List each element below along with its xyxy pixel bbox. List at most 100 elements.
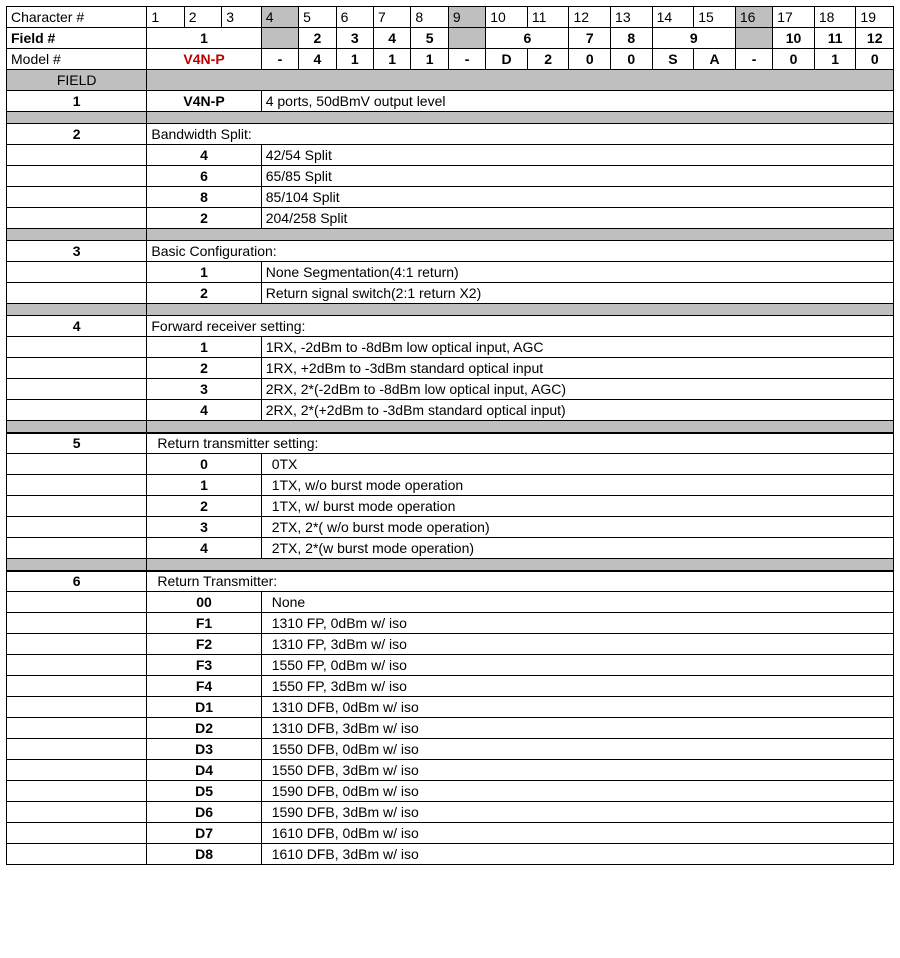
row-desc: 1550 DFB, 3dBm w/ iso	[261, 760, 893, 781]
row-code: 1	[147, 337, 261, 358]
section-code-1: V4N-P	[147, 91, 261, 112]
field-12: 12	[856, 28, 894, 49]
char-13: 13	[611, 7, 653, 28]
char-14: 14	[652, 7, 694, 28]
row-desc: Return signal switch(2:1 return X2)	[261, 283, 893, 304]
row-desc: 2RX, 2*(+2dBm to -3dBm standard optical …	[261, 400, 893, 421]
section-num-6: 6	[7, 571, 147, 592]
row-code: F1	[147, 613, 261, 634]
section-num-3: 3	[7, 241, 147, 262]
row-desc: 65/85 Split	[261, 166, 893, 187]
row-code: D2	[147, 718, 261, 739]
row-desc: 0TX	[261, 454, 893, 475]
row-desc: 1550 FP, 3dBm w/ iso	[261, 676, 893, 697]
section-title-3: Basic Configuration:	[147, 241, 894, 262]
char-9: 9	[448, 7, 485, 28]
char-7: 7	[373, 7, 410, 28]
field-2: 2	[299, 28, 336, 49]
char-6: 6	[336, 7, 373, 28]
char-3: 3	[222, 7, 262, 28]
section-title-2: Bandwidth Split:	[147, 124, 894, 145]
row-code: F2	[147, 634, 261, 655]
field-7: 7	[569, 28, 611, 49]
row-desc: 1RX, -2dBm to -8dBm low optical input, A…	[261, 337, 893, 358]
section-num-2: 2	[7, 124, 147, 145]
row-code: 8	[147, 187, 261, 208]
char-12: 12	[569, 7, 611, 28]
row-code: F4	[147, 676, 261, 697]
row-desc: 1310 DFB, 0dBm w/ iso	[261, 697, 893, 718]
row-code: 2	[147, 283, 261, 304]
char-19: 19	[856, 7, 894, 28]
row-code: D7	[147, 823, 261, 844]
row-desc: 85/104 Split	[261, 187, 893, 208]
row-desc: 2RX, 2*(-2dBm to -8dBm low optical input…	[261, 379, 893, 400]
char-5: 5	[299, 7, 336, 28]
section-num-4: 4	[7, 316, 147, 337]
label-field: FIELD	[7, 70, 147, 91]
row-code: D8	[147, 844, 261, 865]
row-code: 00	[147, 592, 261, 613]
field-10: 10	[773, 28, 815, 49]
row-code: D4	[147, 760, 261, 781]
row-desc: None Segmentation(4:1 return)	[261, 262, 893, 283]
row-desc: 1610 DFB, 3dBm w/ iso	[261, 844, 893, 865]
row-code: 2	[147, 208, 261, 229]
char-2: 2	[184, 7, 221, 28]
row-desc: 2TX, 2*( w/o burst mode operation)	[261, 517, 893, 538]
row-desc: 42/54 Split	[261, 145, 893, 166]
char-8: 8	[411, 7, 448, 28]
row-code: 2	[147, 496, 261, 517]
row-code: D1	[147, 697, 261, 718]
row-desc: 1310 FP, 0dBm w/ iso	[261, 613, 893, 634]
field-6: 6	[486, 28, 569, 49]
row-code: 2	[147, 358, 261, 379]
row-desc: 1610 DFB, 0dBm w/ iso	[261, 823, 893, 844]
row-code: 4	[147, 538, 261, 559]
label-model-num: Model #	[7, 49, 147, 70]
field-4: 4	[373, 28, 410, 49]
row-desc: 1590 DFB, 0dBm w/ iso	[261, 781, 893, 802]
row-desc: 1590 DFB, 3dBm w/ iso	[261, 802, 893, 823]
section-desc-1: 4 ports, 50dBmV output level	[261, 91, 893, 112]
char-17: 17	[773, 7, 815, 28]
field-1: 1	[147, 28, 261, 49]
label-field-num: Field #	[7, 28, 147, 49]
row-desc: 1310 FP, 3dBm w/ iso	[261, 634, 893, 655]
char-18: 18	[814, 7, 856, 28]
row-code: 3	[147, 517, 261, 538]
row-desc: 204/258 Split	[261, 208, 893, 229]
row-code: 6	[147, 166, 261, 187]
row-code: D6	[147, 802, 261, 823]
row-code: 1	[147, 475, 261, 496]
char-1: 1	[147, 7, 184, 28]
field-5: 5	[411, 28, 448, 49]
row-desc: 2TX, 2*(w burst mode operation)	[261, 538, 893, 559]
char-4: 4	[261, 7, 298, 28]
field-3: 3	[336, 28, 373, 49]
label-character-num: Character #	[7, 7, 147, 28]
section-num-5: 5	[7, 433, 147, 454]
field-9: 9	[652, 28, 735, 49]
field-11: 11	[814, 28, 856, 49]
row-desc: 1550 FP, 0dBm w/ iso	[261, 655, 893, 676]
char-11: 11	[527, 7, 569, 28]
char-16: 16	[735, 7, 772, 28]
row-code: 4	[147, 145, 261, 166]
row-code: D3	[147, 739, 261, 760]
row-code: D5	[147, 781, 261, 802]
row-code: 3	[147, 379, 261, 400]
row-code: 4	[147, 400, 261, 421]
section-title-4: Forward receiver setting:	[147, 316, 894, 337]
row-desc: 1TX, w/ burst mode operation	[261, 496, 893, 517]
section-num-1: 1	[7, 91, 147, 112]
row-desc: 1TX, w/o burst mode operation	[261, 475, 893, 496]
row-code: 0	[147, 454, 261, 475]
row-desc: 1550 DFB, 0dBm w/ iso	[261, 739, 893, 760]
section-title-5: Return transmitter setting:	[147, 433, 894, 454]
field-8: 8	[611, 28, 653, 49]
model-prefix: V4N-P	[147, 49, 261, 70]
char-10: 10	[486, 7, 528, 28]
spec-table: Character #12345678910111213141516171819…	[6, 6, 894, 865]
char-15: 15	[694, 7, 736, 28]
